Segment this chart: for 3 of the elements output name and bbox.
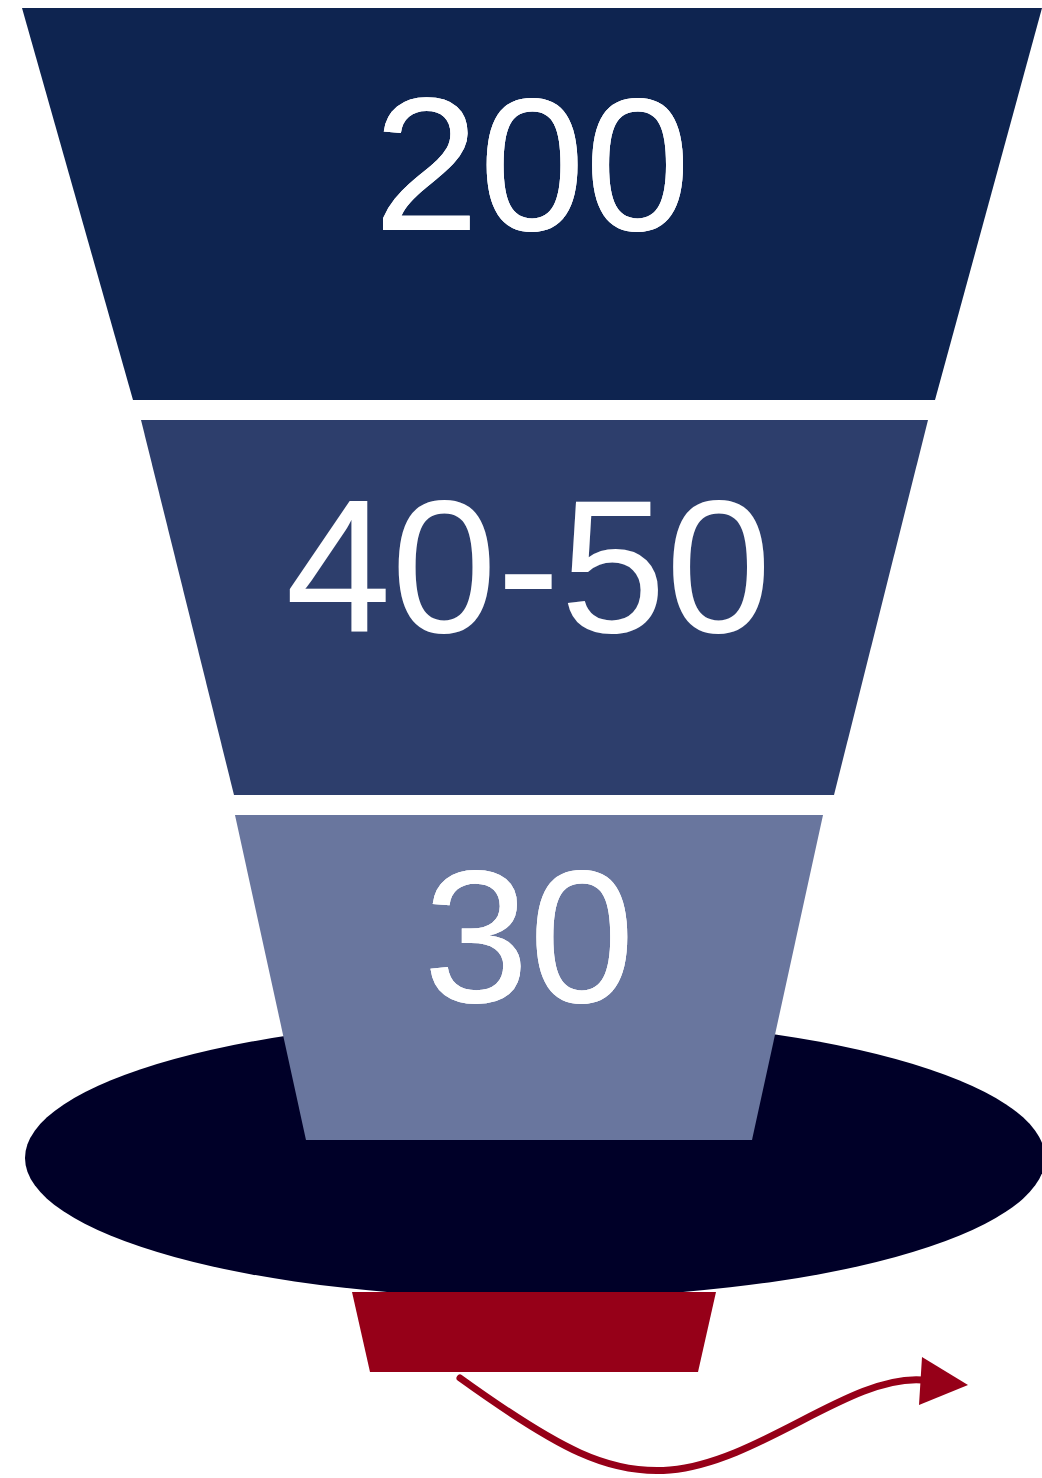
- data-label: 30: [423, 830, 635, 1043]
- data-label: 200: [373, 58, 691, 271]
- data-label: 40-50: [285, 460, 772, 673]
